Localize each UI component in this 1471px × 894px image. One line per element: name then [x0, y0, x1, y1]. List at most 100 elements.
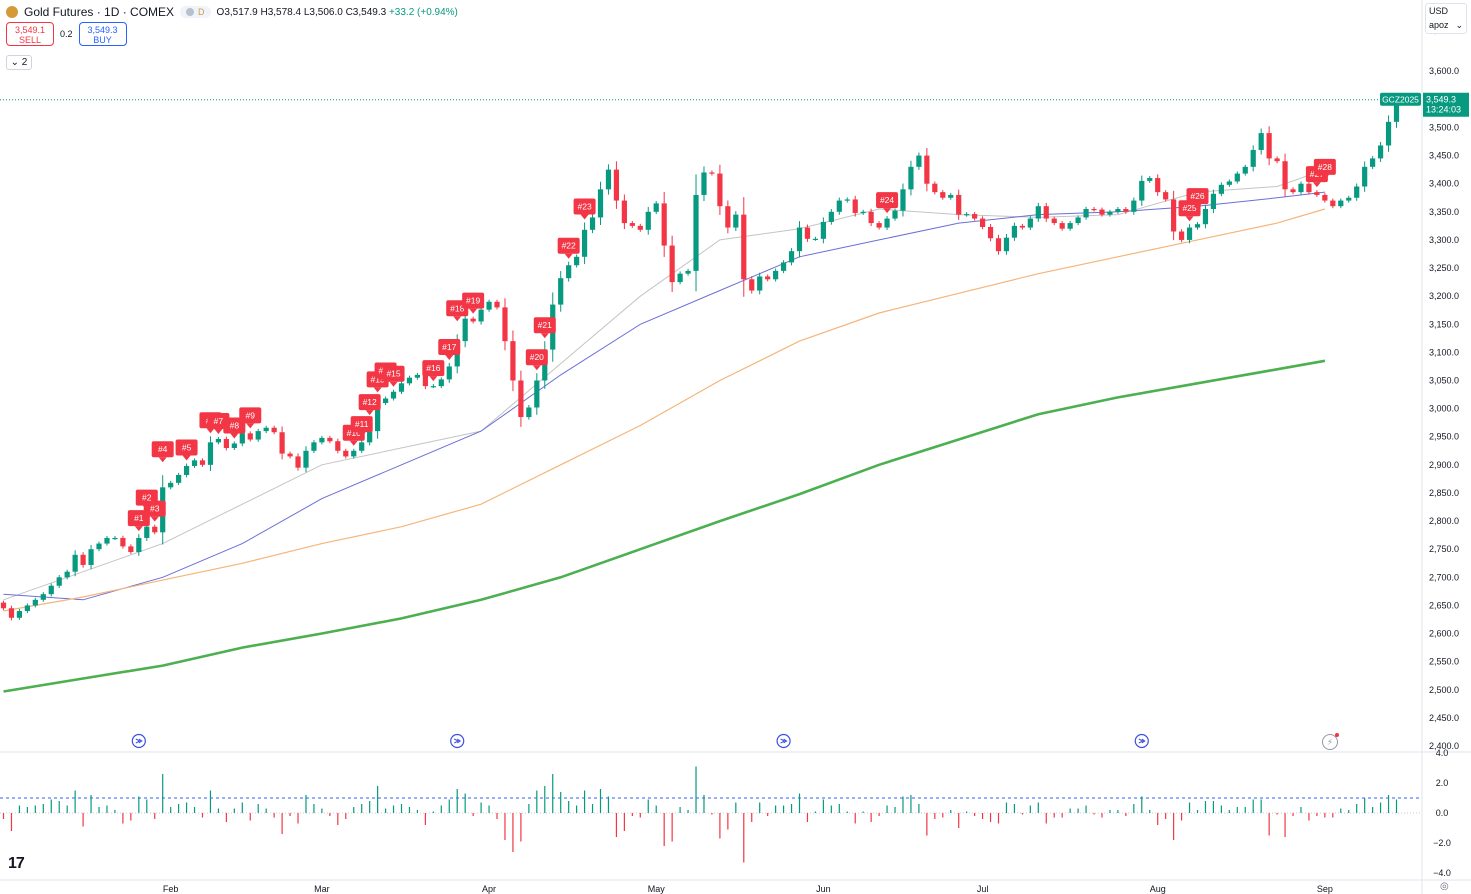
candle-body: [916, 155, 922, 167]
candle: [510, 330, 516, 392]
candle-body: [979, 218, 986, 227]
candle: [558, 271, 564, 312]
candle-body: [311, 442, 317, 451]
last-price-badge: [1423, 92, 1469, 117]
candle-body: [502, 307, 508, 342]
signal-label-text: #11: [355, 419, 369, 429]
candle-body: [422, 374, 428, 387]
candle: [144, 523, 150, 541]
indicator-count: 2: [21, 57, 28, 68]
candle-body: [876, 223, 882, 228]
sell-button[interactable]: 3,549.1 SELL: [6, 22, 54, 46]
signal-label-text: #13: [371, 374, 385, 384]
signal-label-box: [557, 237, 580, 254]
price-tick-label: 2,750.0: [1429, 544, 1459, 554]
candle-body: [462, 318, 468, 342]
signal-label-text: #18: [450, 303, 464, 313]
signal-label-box: [350, 416, 373, 433]
candle: [80, 552, 86, 568]
candle-body: [956, 194, 962, 215]
candle-body: [940, 192, 946, 198]
signal-label-pointer: [1320, 174, 1329, 180]
candle: [414, 372, 421, 380]
candle-body: [860, 211, 866, 214]
candle-body: [207, 442, 214, 465]
candle-body: [1226, 181, 1232, 185]
signal-label-pointer: [1185, 216, 1194, 222]
event-marker-arrow: [1138, 738, 1146, 744]
candle-body: [1051, 218, 1057, 224]
candle-body: [247, 433, 253, 440]
candle: [661, 191, 667, 257]
chart-settings-icon[interactable]: ◎: [1440, 881, 1449, 892]
candle-body: [1370, 158, 1376, 167]
candle-body: [40, 594, 46, 600]
signal-label-box: [525, 349, 548, 366]
candle-body: [287, 453, 293, 457]
signal-label: #11: [350, 416, 373, 438]
time-tick-label: Apr: [482, 884, 496, 894]
currency-selector[interactable]: USD apoz ⌄: [1425, 3, 1467, 34]
signal-label-pointer: [246, 423, 255, 429]
signal-label-box: [175, 439, 198, 456]
candle: [327, 435, 333, 444]
oscillator-tick-label: 2.0: [1436, 778, 1449, 788]
event-marker-icon[interactable]: [1134, 733, 1149, 749]
signal-label-box: [438, 338, 461, 355]
candle-body: [375, 402, 381, 432]
market-status-pill[interactable]: D: [180, 6, 211, 18]
candle: [908, 160, 914, 196]
candle: [470, 316, 476, 324]
chevron-down-icon: ⌄: [1455, 20, 1463, 30]
signal-label-text: #20: [530, 352, 544, 362]
signal-label: #9: [239, 407, 262, 429]
signal-label: #20: [525, 349, 548, 371]
price-tick-label: 3,450.0: [1429, 151, 1459, 161]
candle-body: [1027, 218, 1033, 228]
signal-label: #22: [557, 237, 580, 259]
candle-body: [1274, 158, 1280, 162]
candle: [526, 404, 532, 420]
candle-body: [351, 450, 357, 457]
candle: [701, 166, 707, 202]
candle-body: [613, 169, 620, 201]
signal-label-text: #10: [347, 428, 361, 438]
candle: [255, 428, 261, 442]
candle: [1051, 216, 1057, 226]
candle: [319, 435, 325, 445]
symbol-title[interactable]: Gold Futures · 1D · COMEX: [24, 5, 175, 19]
candle-body: [446, 366, 452, 380]
signal-label: #21: [533, 317, 556, 339]
candle: [231, 441, 237, 451]
event-marker-icon[interactable]: [776, 733, 791, 749]
candle: [852, 195, 858, 217]
go-to-realtime-icon[interactable]: ⚡: [1322, 733, 1339, 750]
tradingview-logo[interactable]: 17: [8, 855, 25, 872]
countdown-label: 13:24:03: [1426, 105, 1461, 115]
candle-body: [1258, 133, 1264, 150]
candle-body: [1067, 223, 1073, 229]
candle: [844, 197, 850, 203]
signal-label-text: #5: [182, 443, 192, 453]
signal-label-pointer: [134, 526, 143, 532]
candle: [48, 583, 54, 597]
candle-body: [796, 227, 803, 252]
oscillator-tick-label: 0.0: [1436, 808, 1449, 818]
price-tick-label: 2,800.0: [1429, 516, 1459, 526]
candle: [972, 212, 978, 221]
candle-body: [430, 386, 436, 388]
candle-body: [494, 301, 500, 308]
indicators-collapse-button[interactable]: ⌄ 2: [6, 55, 32, 70]
price-tick-label: 2,600.0: [1429, 629, 1459, 639]
candle: [605, 164, 612, 195]
candle-body: [16, 611, 23, 618]
event-marker-icon[interactable]: [131, 733, 146, 749]
event-marker-icon[interactable]: [450, 733, 465, 749]
candle: [1258, 128, 1264, 155]
candle-body: [1314, 192, 1320, 195]
buy-button[interactable]: 3,549.3 BUY: [78, 22, 127, 46]
signal-label-box: [239, 407, 262, 424]
candle: [1202, 204, 1209, 229]
candle: [804, 224, 811, 242]
